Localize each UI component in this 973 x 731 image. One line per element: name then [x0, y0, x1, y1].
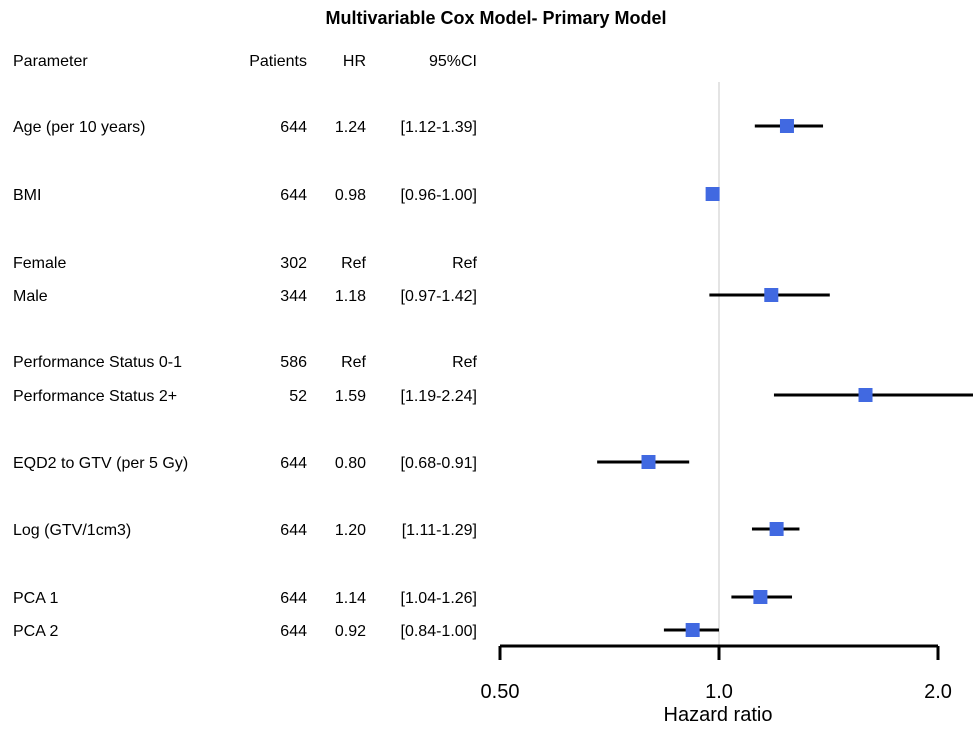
row-parameter: Log (GTV/1cm3): [13, 522, 131, 539]
x-axis: 0.50 1.0 2.0: [481, 644, 952, 703]
row-hr: 1.20: [335, 522, 366, 539]
row-hr: 0.80: [335, 455, 366, 472]
table-rows: Age (per 10 years) 644 1.24 [1.12-1.39] BMI 6…: [13, 119, 478, 640]
hr-marker: [858, 388, 873, 402]
row-ci: [0.96-1.00]: [401, 187, 478, 204]
row-hr: 0.98: [335, 187, 366, 204]
row-patients: 644: [280, 623, 307, 640]
row-hr: 1.59: [335, 388, 366, 405]
column-header-patients: Patients: [249, 53, 307, 70]
row-patients: 644: [280, 187, 307, 204]
x-ticks: 0.50 1.0 2.0: [481, 646, 952, 703]
row-patients: 586: [280, 354, 307, 371]
x-axis-title: Hazard ratio: [664, 704, 773, 726]
hr-marker: [779, 119, 794, 133]
x-tick-label: 2.0: [924, 681, 952, 703]
column-header-hr: HR: [343, 53, 366, 70]
row-hr: Ref: [341, 354, 366, 371]
row-patients: 52: [289, 388, 307, 405]
row-ci: [0.97-1.42]: [401, 288, 478, 305]
row-hr: 1.18: [335, 288, 366, 305]
chart-title: Multivariable Cox Model- Primary Model: [325, 8, 666, 28]
hr-marker: [705, 187, 720, 201]
row-ci: [0.68-0.91]: [401, 455, 478, 472]
row-patients: 344: [280, 288, 307, 305]
row-parameter: Female: [13, 255, 66, 272]
row-ci: Ref: [452, 255, 477, 272]
x-tick-label: 0.50: [481, 681, 520, 703]
hr-marker: [641, 455, 656, 469]
row-ci: Ref: [452, 354, 477, 371]
row-hr: Ref: [341, 255, 366, 272]
row-hr: 1.14: [335, 590, 366, 607]
column-header-ci: 95%CI: [429, 53, 477, 70]
row-parameter: Performance Status 2+: [13, 388, 177, 405]
row-ci: [0.84-1.00]: [401, 623, 478, 640]
plot-marks: [597, 119, 973, 637]
column-header-parameter: Parameter: [13, 53, 88, 70]
hr-marker: [769, 522, 784, 536]
row-patients: 644: [280, 119, 307, 136]
row-parameter: PCA 2: [13, 623, 58, 640]
row-ci: [1.12-1.39]: [401, 119, 478, 136]
row-ci: [1.19-2.24]: [401, 388, 478, 405]
hr-marker: [685, 623, 700, 637]
row-patients: 644: [280, 455, 307, 472]
row-ci: [1.04-1.26]: [401, 590, 478, 607]
x-tick-label: 1.0: [705, 681, 733, 703]
row-parameter: Male: [13, 288, 48, 305]
row-parameter: PCA 1: [13, 590, 58, 607]
row-hr: 0.92: [335, 623, 366, 640]
hr-marker: [764, 288, 779, 302]
row-patients: 644: [280, 522, 307, 539]
row-patients: 302: [280, 255, 307, 272]
row-parameter: Age (per 10 years): [13, 119, 146, 136]
row-parameter: BMI: [13, 187, 41, 204]
row-patients: 644: [280, 590, 307, 607]
row-parameter: EQD2 to GTV (per 5 Gy): [13, 455, 188, 472]
row-ci: [1.11-1.29]: [402, 522, 477, 539]
hr-marker: [753, 590, 768, 604]
row-hr: 1.24: [335, 119, 366, 136]
row-parameter: Performance Status 0-1: [13, 354, 182, 371]
